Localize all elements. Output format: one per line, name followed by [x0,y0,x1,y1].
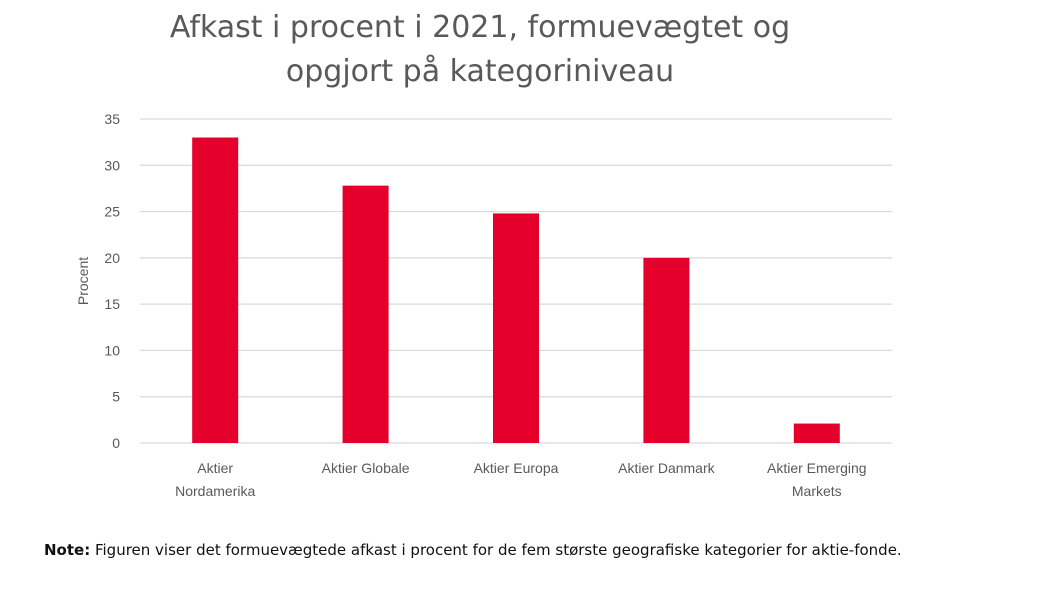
bar [793,423,840,443]
bar [192,137,239,443]
bar-chart: 0 5 10 15 20 25 30 35 Aktier Nordamerika Aktier G… [75,111,892,499]
chart-title-line-1: Afkast i procent i 2021, formuevægtet og [169,10,791,45]
chart-title: Afkast i procent i 2021, formuevægtet og… [120,6,840,94]
x-tick-label: Markets [792,483,842,499]
note-label: Note: [44,541,91,559]
bars [192,137,840,443]
y-axis-label: Procent [75,257,91,305]
y-tick-label: 35 [104,111,120,127]
y-tick-label: 25 [104,204,120,220]
figure-note: Note: Figuren viser det formuevægtede af… [44,540,1024,560]
bar [493,213,539,443]
x-axis-labels: Aktier Nordamerika Aktier Globale Aktier Eu… [175,460,866,499]
y-tick-label: 20 [104,250,120,266]
x-tick-label: Aktier [197,460,233,476]
y-tick-label: 10 [104,342,120,358]
x-tick-label: Aktier Europa [474,460,559,476]
x-tick-label: Aktier Globale [322,460,410,476]
y-tick-label: 5 [112,389,120,405]
y-tick-label: 30 [104,157,120,173]
x-tick-label: Aktier Danmark [618,460,715,476]
y-tick-label: 0 [112,435,120,451]
x-tick-label: Nordamerika [175,483,255,499]
bar [643,257,690,443]
note-text: Figuren viser det formuevægtede afkast i… [90,541,902,559]
y-axis-ticks: 0 5 10 15 20 25 30 35 [104,111,120,451]
x-tick-label: Aktier Emerging [767,460,867,476]
y-tick-label: 15 [104,296,120,312]
chart-title-line-2: opgjort på kategoriniveau [285,54,675,89]
bar [342,185,389,443]
